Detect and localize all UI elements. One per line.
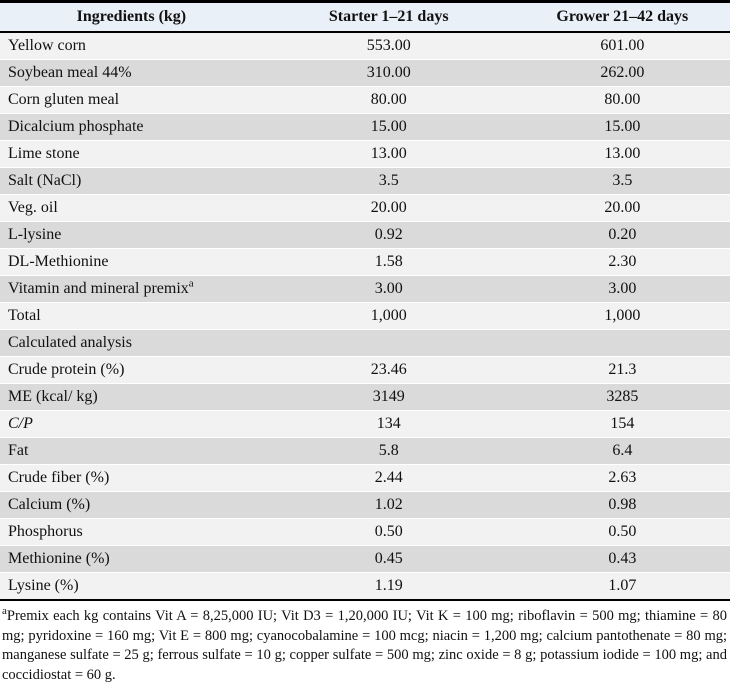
starter-value: 1.58 bbox=[262, 248, 515, 276]
table-row: Total 1,000 1,000 bbox=[0, 302, 730, 330]
grower-value: 1.07 bbox=[514, 572, 730, 601]
grower-value: 2.63 bbox=[514, 464, 730, 492]
starter-value: 0.45 bbox=[262, 545, 515, 573]
table-row: Yellow corn 553.00 601.00 bbox=[0, 32, 730, 60]
starter-value: 80.00 bbox=[262, 86, 515, 114]
grower-value: 0.43 bbox=[514, 545, 730, 573]
table-row: Dicalcium phosphate 15.00 15.00 bbox=[0, 113, 730, 141]
grower-value: 601.00 bbox=[514, 32, 730, 60]
table-row: Calcium (%) 1.02 0.98 bbox=[0, 491, 730, 519]
table-body: Yellow corn 553.00 601.00 Soybean meal 44% 3… bbox=[0, 32, 730, 601]
table-row: Calculated analysis bbox=[0, 329, 730, 357]
ingredient-name: Vitamin and mineral premixa bbox=[0, 275, 263, 303]
table-row: Lime stone 13.00 13.00 bbox=[0, 140, 730, 168]
footnote-marker: a bbox=[2, 605, 7, 618]
table-row: ME (kcal/ kg) 3149 3285 bbox=[0, 383, 730, 411]
table-row: Salt (NaCl) 3.5 3.5 bbox=[0, 167, 730, 195]
grower-value: 2.30 bbox=[514, 248, 730, 276]
table-row: Veg. oil 20.00 20.00 bbox=[0, 194, 730, 222]
grower-value: 21.3 bbox=[514, 356, 730, 384]
starter-value: 3.00 bbox=[262, 275, 515, 303]
starter-value: 13.00 bbox=[262, 140, 515, 168]
grower-value: 262.00 bbox=[514, 59, 730, 87]
starter-value: 15.00 bbox=[262, 113, 515, 141]
starter-value: 23.46 bbox=[262, 356, 515, 384]
table-footnote: aPremix each kg contains Vit A = 8,25,00… bbox=[0, 605, 730, 685]
ingredient-name: Lime stone bbox=[0, 140, 263, 168]
table-row: Corn gluten meal 80.00 80.00 bbox=[0, 86, 730, 114]
starter-value: 5.8 bbox=[262, 437, 515, 465]
table-row: C/P 134 154 bbox=[0, 410, 730, 438]
grower-value: 3.5 bbox=[514, 167, 730, 195]
ingredient-name: Dicalcium phosphate bbox=[0, 113, 263, 141]
table-row: Methionine (%) 0.45 0.43 bbox=[0, 545, 730, 573]
table-row: Lysine (%) 1.19 1.07 bbox=[0, 572, 730, 601]
grower-value: 3285 bbox=[514, 383, 730, 411]
table-header: Ingredients (kg) Starter 1–21 days Growe… bbox=[0, 1, 730, 33]
column-header-ingredients: Ingredients (kg) bbox=[0, 1, 263, 33]
grower-value: 0.98 bbox=[514, 491, 730, 519]
starter-value: 0.92 bbox=[262, 221, 515, 249]
ingredient-name: ME (kcal/ kg) bbox=[0, 383, 263, 411]
column-header-starter: Starter 1–21 days bbox=[262, 1, 515, 33]
grower-value: 0.50 bbox=[514, 518, 730, 546]
ingredient-name: Soybean meal 44% bbox=[0, 59, 263, 87]
grower-value: 1,000 bbox=[514, 302, 730, 330]
ingredient-name: Total bbox=[0, 302, 263, 330]
starter-value: 20.00 bbox=[262, 194, 515, 222]
grower-value: 6.4 bbox=[514, 437, 730, 465]
grower-value: 20.00 bbox=[514, 194, 730, 222]
ingredient-name: Lysine (%) bbox=[0, 572, 263, 601]
ingredient-name: Crude fiber (%) bbox=[0, 464, 263, 492]
table-row: L-lysine 0.92 0.20 bbox=[0, 221, 730, 249]
ingredient-name: Veg. oil bbox=[0, 194, 263, 222]
footnote-text: Premix each kg contains Vit A = 8,25,000… bbox=[2, 608, 727, 683]
ingredient-name: Corn gluten meal bbox=[0, 86, 263, 114]
ingredient-name: Phosphorus bbox=[0, 518, 263, 546]
starter-value: 553.00 bbox=[262, 32, 515, 60]
starter-value: 134 bbox=[262, 410, 515, 438]
ingredient-name: C/P bbox=[0, 410, 263, 438]
grower-value: 0.20 bbox=[514, 221, 730, 249]
grower-value: 13.00 bbox=[514, 140, 730, 168]
grower-value: 3.00 bbox=[514, 275, 730, 303]
section-label: Calculated analysis bbox=[0, 329, 730, 357]
ingredient-name: L-lysine bbox=[0, 221, 263, 249]
grower-value: 154 bbox=[514, 410, 730, 438]
table-row: Crude protein (%) 23.46 21.3 bbox=[0, 356, 730, 384]
header-row: Ingredients (kg) Starter 1–21 days Growe… bbox=[0, 1, 730, 33]
starter-value: 3.5 bbox=[262, 167, 515, 195]
table-row: DL-Methionine 1.58 2.30 bbox=[0, 248, 730, 276]
starter-value: 1.02 bbox=[262, 491, 515, 519]
table-row: Fat 5.8 6.4 bbox=[0, 437, 730, 465]
starter-value: 310.00 bbox=[262, 59, 515, 87]
starter-value: 3149 bbox=[262, 383, 515, 411]
ingredient-name: DL-Methionine bbox=[0, 248, 263, 276]
table-row: Phosphorus 0.50 0.50 bbox=[0, 518, 730, 546]
ingredient-name: Fat bbox=[0, 437, 263, 465]
ingredient-name: Methionine (%) bbox=[0, 545, 263, 573]
ingredient-name: Calcium (%) bbox=[0, 491, 263, 519]
ingredient-name: Yellow corn bbox=[0, 32, 263, 60]
table-row: Crude fiber (%) 2.44 2.63 bbox=[0, 464, 730, 492]
feed-formulation-table: Ingredients (kg) Starter 1–21 days Growe… bbox=[0, 0, 730, 601]
starter-value: 2.44 bbox=[262, 464, 515, 492]
starter-value: 1,000 bbox=[262, 302, 515, 330]
footnote-ref: a bbox=[188, 277, 194, 290]
column-header-grower: Grower 21–42 days bbox=[514, 1, 730, 33]
table-row: Vitamin and mineral premixa 3.00 3.00 bbox=[0, 275, 730, 303]
table-row: Soybean meal 44% 310.00 262.00 bbox=[0, 59, 730, 87]
grower-value: 80.00 bbox=[514, 86, 730, 114]
ingredient-name: Salt (NaCl) bbox=[0, 167, 263, 195]
starter-value: 0.50 bbox=[262, 518, 515, 546]
grower-value: 15.00 bbox=[514, 113, 730, 141]
ingredient-name: Crude protein (%) bbox=[0, 356, 263, 384]
starter-value: 1.19 bbox=[262, 572, 515, 601]
